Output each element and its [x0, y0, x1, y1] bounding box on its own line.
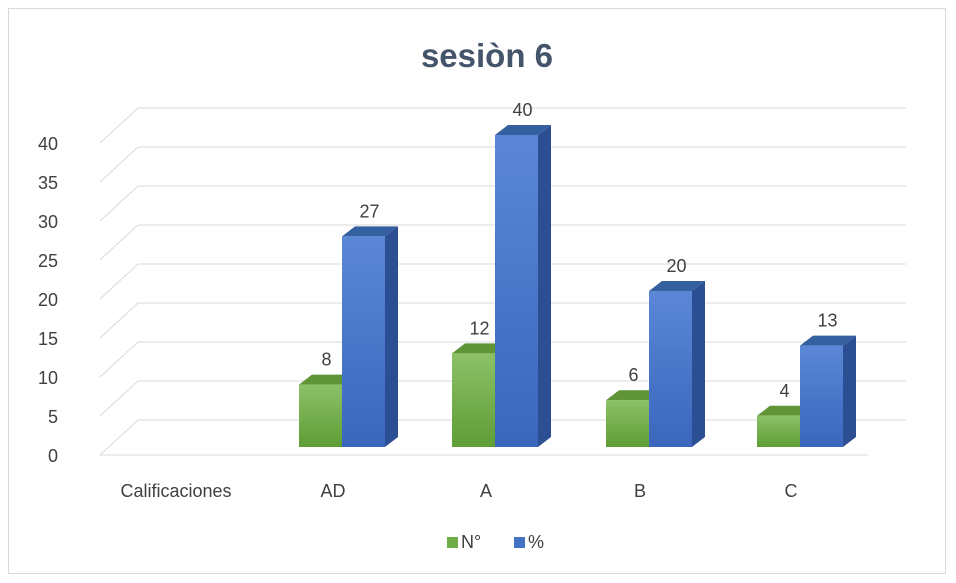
bar — [757, 415, 800, 447]
y-tick-label: 25 — [38, 251, 58, 271]
gridline-depth — [99, 419, 139, 456]
legend-swatch — [514, 537, 525, 548]
y-tick-label: 30 — [38, 212, 58, 232]
bar-top — [342, 226, 398, 237]
bar — [606, 400, 649, 447]
bar — [299, 384, 342, 447]
bar — [342, 236, 385, 447]
gridline-depth — [99, 224, 139, 261]
bar — [495, 135, 538, 447]
bar-top — [606, 390, 662, 401]
y-tick-label: 0 — [48, 446, 58, 466]
y-tick-label: 15 — [38, 329, 58, 349]
y-tick-label: 35 — [38, 173, 58, 193]
gridline-depth — [99, 185, 139, 222]
gridline-depth — [99, 380, 139, 417]
bar-side — [692, 281, 705, 447]
data-label: 27 — [359, 201, 379, 221]
gridline-depth — [99, 341, 139, 378]
gridline-depth — [99, 107, 139, 144]
y-tick-label: 5 — [48, 407, 58, 427]
data-label: 40 — [512, 100, 532, 120]
category-label: C — [785, 481, 798, 501]
legend: N°% — [447, 532, 544, 552]
chart-frame — [8, 8, 946, 574]
y-tick-label: 20 — [38, 290, 58, 310]
gridline-depth — [99, 263, 139, 300]
bar — [452, 353, 495, 447]
data-label: 4 — [779, 381, 789, 401]
category-labels: Calificaciones AD A B C — [120, 481, 797, 501]
bar-top — [649, 281, 705, 291]
legend-label: N° — [461, 532, 481, 552]
bar-top — [299, 374, 355, 385]
category-label: Calificaciones — [120, 481, 231, 501]
legend-swatch — [447, 537, 458, 548]
bar-side — [385, 226, 398, 447]
bars: 8 27 12 40 6 20 4 13 — [299, 100, 856, 447]
bar-side — [843, 335, 856, 447]
data-label: 13 — [817, 311, 837, 331]
y-tick-label: 10 — [38, 368, 58, 388]
category-label: B — [634, 481, 646, 501]
bar-top — [452, 343, 508, 354]
data-label: 8 — [321, 350, 331, 370]
chart-title: sesiòn 6 — [421, 37, 553, 74]
y-axis-ticks: 0 5 10 15 20 25 30 35 40 — [38, 134, 58, 466]
gridline-depth — [99, 146, 139, 183]
bar-side — [538, 125, 551, 447]
category-label: AD — [320, 481, 345, 501]
y-tick-label: 40 — [38, 134, 58, 154]
legend-label: % — [528, 532, 544, 552]
data-label: 12 — [469, 318, 489, 338]
data-label: 6 — [628, 365, 638, 385]
bar — [649, 291, 692, 447]
bar-top — [495, 125, 551, 135]
bar — [800, 345, 843, 447]
data-label: 20 — [666, 256, 686, 276]
category-label: A — [480, 481, 492, 501]
bar-top — [757, 405, 813, 416]
bar-top — [800, 335, 856, 346]
gridline-depth — [99, 302, 139, 339]
